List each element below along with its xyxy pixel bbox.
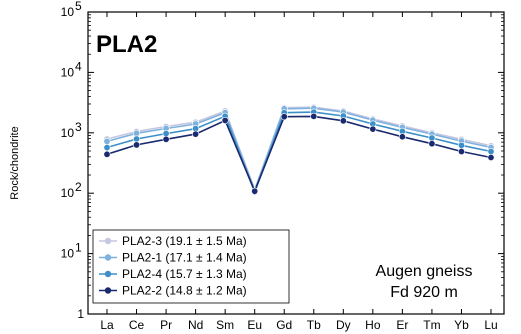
y-tick-exponent: 3 <box>75 120 82 134</box>
legend-label: PLA2-2 (14.8 ± 1.2 Ma) <box>122 284 247 298</box>
series-line-2 <box>106 107 492 193</box>
x-tick-label: Tm <box>423 318 440 332</box>
series-line-3 <box>106 111 492 195</box>
plot-frame <box>87 11 505 315</box>
y-tick-exponent: 5 <box>75 0 82 13</box>
x-tick-label: La <box>100 318 114 332</box>
y-tick-label: 10 <box>61 247 75 261</box>
depth-annotation: Fd 920 m <box>390 284 458 301</box>
legend-box <box>92 229 290 304</box>
x-axis: La Ce Pr Nd Sm Eu Gd Tb Dy Ho Er Tm Yb Lu <box>100 12 498 332</box>
legend-label: PLA2-3 (19.1 ± 1.5 Ma) <box>122 234 247 248</box>
series-4-point <box>487 153 495 161</box>
y-tick-exponent: 1 <box>75 241 82 255</box>
series-4-point <box>133 141 141 149</box>
y-tick-label: 1 <box>77 307 84 321</box>
legend-marker <box>104 270 112 278</box>
series-4-point <box>251 187 259 195</box>
series-4-point <box>192 130 200 138</box>
legend-label: PLA2-1 (17.1 ± 1.4 Ma) <box>122 251 247 265</box>
x-tick-label: Eu <box>247 318 262 332</box>
series-4-point <box>339 117 347 125</box>
sample-title: PLA2 <box>96 31 157 58</box>
x-tick-label: Ho <box>365 318 381 332</box>
legend-marker <box>104 287 112 294</box>
series-layer <box>103 103 495 196</box>
series-3-point <box>103 144 111 152</box>
series-4-point <box>398 133 406 141</box>
x-tick-label: Ce <box>129 318 145 332</box>
series-3-point <box>133 135 141 143</box>
series-4-point <box>103 150 111 158</box>
y-tick-exponent: 4 <box>75 59 82 73</box>
series-line-1 <box>106 106 492 192</box>
x-tick-label: Dy <box>336 318 351 332</box>
y-tick-label: 10 <box>61 126 75 140</box>
legend-items: PLA2-3 (19.1 ± 1.5 Ma) PLA2-1 (17.1 ± 1.4… <box>99 234 247 298</box>
x-tick-label: Pr <box>160 318 172 332</box>
series-4-point <box>162 135 170 143</box>
series-line-4 <box>106 115 492 194</box>
series-3-point <box>457 141 465 149</box>
x-tick-label: Nd <box>188 318 203 332</box>
y-tick-label: 10 <box>61 186 75 200</box>
x-tick-label: Er <box>396 318 408 332</box>
legend: PLA2-3 (19.1 ± 1.5 Ma) PLA2-1 (17.1 ± 1.4… <box>92 229 290 304</box>
y-tick-label: 10 <box>61 65 75 79</box>
y-tick-exponent: 2 <box>75 180 82 194</box>
series-4-point <box>310 112 318 120</box>
x-tick-label: Gd <box>276 318 292 332</box>
legend-label: PLA2-4 (15.7 ± 1.3 Ma) <box>122 267 247 281</box>
series-4-point <box>221 116 229 124</box>
x-tick-label: Lu <box>484 318 497 332</box>
x-tick-label: Yb <box>454 318 469 332</box>
y-tick-label: 10 <box>61 5 75 19</box>
x-tick-label: Sm <box>216 318 234 332</box>
series-4-point <box>369 125 377 133</box>
series-2-point <box>103 137 111 145</box>
legend-marker <box>104 237 112 245</box>
y-axis-label: Rock/chondrite <box>9 126 21 199</box>
series-4-point <box>280 113 288 121</box>
x-tick-label: Tb <box>307 318 321 332</box>
series-4-point <box>457 148 465 156</box>
series-3-point <box>487 148 495 156</box>
rock-type-annotation: Augen gneiss <box>376 263 473 280</box>
legend-marker <box>104 254 112 261</box>
series-4-point <box>428 140 436 148</box>
